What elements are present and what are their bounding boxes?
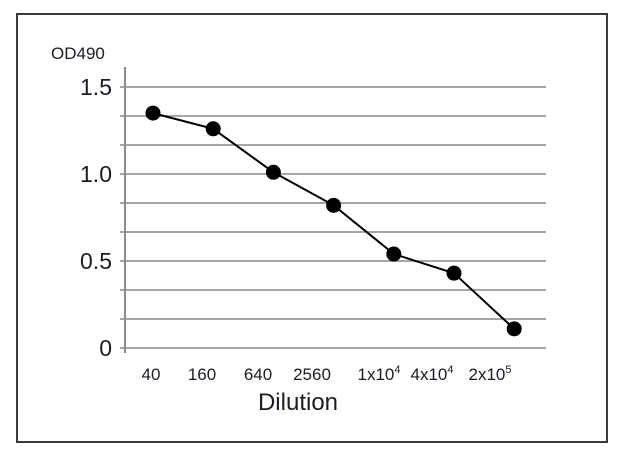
- x-axis-title: Dilution: [258, 389, 338, 416]
- x-tick-label: 160: [188, 365, 216, 384]
- x-tick-label: 2560: [293, 365, 331, 384]
- y-axis-title: OD490: [51, 44, 105, 63]
- y-tick-label: 1.5: [80, 74, 112, 100]
- data-point-marker: [205, 121, 221, 137]
- x-tick-label: 640: [244, 365, 272, 384]
- data-point-marker: [145, 105, 161, 121]
- x-tick-label: 4x104: [411, 364, 454, 384]
- data-point-marker: [386, 246, 402, 262]
- x-axis-tick-labels: 40 160 640 2560 1x104 4x104 2x105: [142, 364, 512, 384]
- y-tick-label: 0: [99, 335, 112, 361]
- data-point-marker: [326, 197, 342, 213]
- x-tick-label: 40: [142, 365, 161, 384]
- data-point-markers: [145, 105, 522, 337]
- y-tick-label: 0.5: [80, 248, 112, 274]
- chart-frame-border: [16, 13, 608, 443]
- x-tick-label: 2x105: [469, 364, 512, 384]
- gridlines: [120, 86, 546, 349]
- data-point-marker: [506, 321, 522, 337]
- x-tick-label: 1x104: [358, 364, 401, 384]
- y-tick-label: 1.0: [80, 161, 112, 187]
- data-point-marker: [446, 265, 462, 281]
- data-point-marker: [265, 164, 281, 180]
- y-axis-tick-labels: 0 0.5 1.0 1.5: [80, 74, 112, 361]
